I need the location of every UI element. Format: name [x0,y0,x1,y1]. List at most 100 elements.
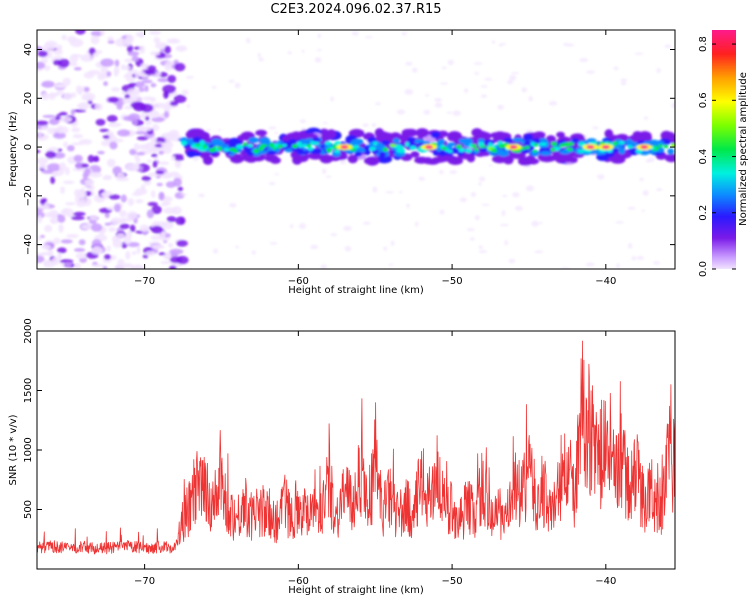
band-blob [236,144,244,149]
noise-blob [108,122,122,128]
noise-blob [362,123,369,127]
noise-blob [320,264,327,269]
noise-blob [628,242,633,249]
band-blob [512,137,524,143]
noise-blob [424,94,430,97]
band-blob [604,150,615,158]
noise-blob [53,237,61,245]
noise-blob [44,40,58,48]
noise-blob [136,246,141,255]
noise-blob [474,72,479,75]
noise-blob [152,161,158,168]
noise-blob [289,224,294,229]
band-blob [307,151,323,160]
noise-blob [122,98,135,104]
band-blob [559,153,575,163]
snr-series-line [37,340,675,555]
noise-blob [66,233,79,239]
band-blob [525,145,530,150]
noise-blob [299,119,307,124]
band-blob [550,141,557,146]
noise-blob [142,254,149,259]
noise-blob [75,252,89,259]
noise-blob [71,142,84,146]
band-blob [195,143,201,147]
noise-blob [497,104,504,110]
band-blob [586,138,597,143]
noise-blob [145,116,150,122]
snr-panel: −70 −60 −50 −40 500 1000 1500 2000 Height of st… [8,318,676,596]
noise-blob [74,194,85,204]
band-blob [664,153,675,163]
noise-blob [69,38,84,48]
noise-blob [563,42,569,47]
noise-blob [634,52,644,55]
noise-blob [466,228,475,232]
band-blob [458,148,465,152]
noise-blob [371,123,377,128]
noise-blob [77,88,83,96]
noise-blob [136,152,146,156]
band-blob [217,146,223,152]
noise-blob [116,172,126,180]
band-peak [425,145,434,149]
spectrogram-x-tick-label: −50 [442,276,463,287]
band-blob [503,137,513,143]
noise-blob [211,85,217,89]
noise-blob [71,54,83,58]
noise-blob [72,211,86,216]
noise-blob [192,156,199,162]
noise-blob [641,209,646,213]
noise-blob [534,250,544,254]
band-blob [627,145,633,149]
band-blob [660,130,672,141]
noise-blob [150,136,157,145]
band-blob [372,141,378,146]
band-blob [326,129,337,139]
noise-blob [126,211,138,220]
noise-blob [150,235,164,241]
band-blob [407,137,416,144]
noise-blob [316,49,322,52]
noise-blob [117,129,131,137]
band-blob [670,143,675,148]
noise-blob [125,163,139,172]
noise-blob [439,209,445,215]
noise-blob [586,70,596,74]
noise-blob [162,201,172,206]
colorbar-label: Normalized spectral amplitude [738,72,749,226]
band-blob [471,143,477,149]
noise-blob [474,215,480,221]
colorbar: 0.0 0.2 0.4 0.6 0.8 Normalized spectral ampl… [698,30,749,277]
noise-blob [473,62,483,65]
noise-blob [439,82,449,85]
noise-blob [499,43,503,47]
band-blob [334,141,341,146]
snr-y-label: SNR (10 * v/v) [8,414,19,485]
noise-blob [597,174,605,180]
noise-blob [257,53,261,58]
band-blob [497,140,504,145]
noise-blob [53,152,66,159]
noise-blob [186,104,191,108]
noise-blob [470,192,477,197]
noise-blob [88,218,97,225]
noise-blob [114,38,128,47]
noise-blob [131,192,142,197]
noise-blob [396,109,406,115]
noise-blob [153,37,161,44]
noise-blob [642,190,649,196]
noise-blob [153,102,166,109]
noise-blob [645,159,651,163]
spectrogram-y-tick-label: 20 [23,92,34,105]
noise-blob [61,34,67,41]
noise-blob [106,71,112,77]
noise-blob [164,45,171,54]
noise-blob [125,34,134,44]
noise-blob [156,182,163,187]
noise-blob [158,150,164,155]
colorbar-tick-label: 0.0 [698,261,709,277]
noise-blob [112,166,122,175]
noise-blob [300,127,306,131]
noise-blob [502,194,508,198]
